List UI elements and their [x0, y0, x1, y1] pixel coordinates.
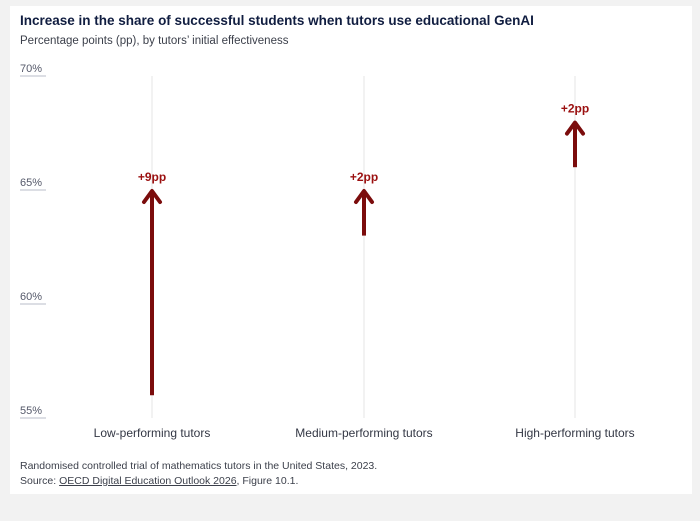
chart-title: Increase in the share of successful stud… — [20, 13, 534, 28]
source-line: Source: OECD Digital Education Outlook 2… — [20, 474, 377, 489]
arrow-head — [142, 189, 162, 204]
y-tick-label: 65% — [20, 177, 42, 189]
arrow-label: +9pp — [138, 170, 166, 184]
note-text: Randomised controlled trial of mathemati… — [20, 460, 378, 472]
arrow-head — [565, 120, 585, 136]
source-prefix: Source: — [20, 475, 60, 487]
arrow-head — [354, 189, 374, 204]
chart-card: Increase in the share of successful stud… — [10, 6, 692, 494]
source-suffix: , Figure 10.1. — [236, 475, 299, 487]
arrow-chart: 55% 60% 65% 70% +9pp Low-performing tutors +2p… — [20, 63, 635, 440]
source-link[interactable]: OECD Digital Education Outlook 2026 — [59, 475, 237, 487]
category-label: High-performing tutors — [515, 426, 634, 440]
arrow-label: +2pp — [561, 102, 589, 116]
chart-note: Randomised controlled trial of mathemati… — [20, 459, 377, 489]
y-tick-label: 70% — [20, 63, 42, 75]
arrow-label: +2pp — [350, 170, 378, 184]
y-tick-label: 55% — [20, 405, 42, 417]
chart-subtitle: Percentage points (pp), by tutors’ initi… — [20, 35, 289, 47]
category-label: Low-performing tutors — [94, 426, 211, 440]
y-tick-label: 60% — [20, 291, 42, 303]
category-label: Medium-performing tutors — [295, 426, 432, 440]
